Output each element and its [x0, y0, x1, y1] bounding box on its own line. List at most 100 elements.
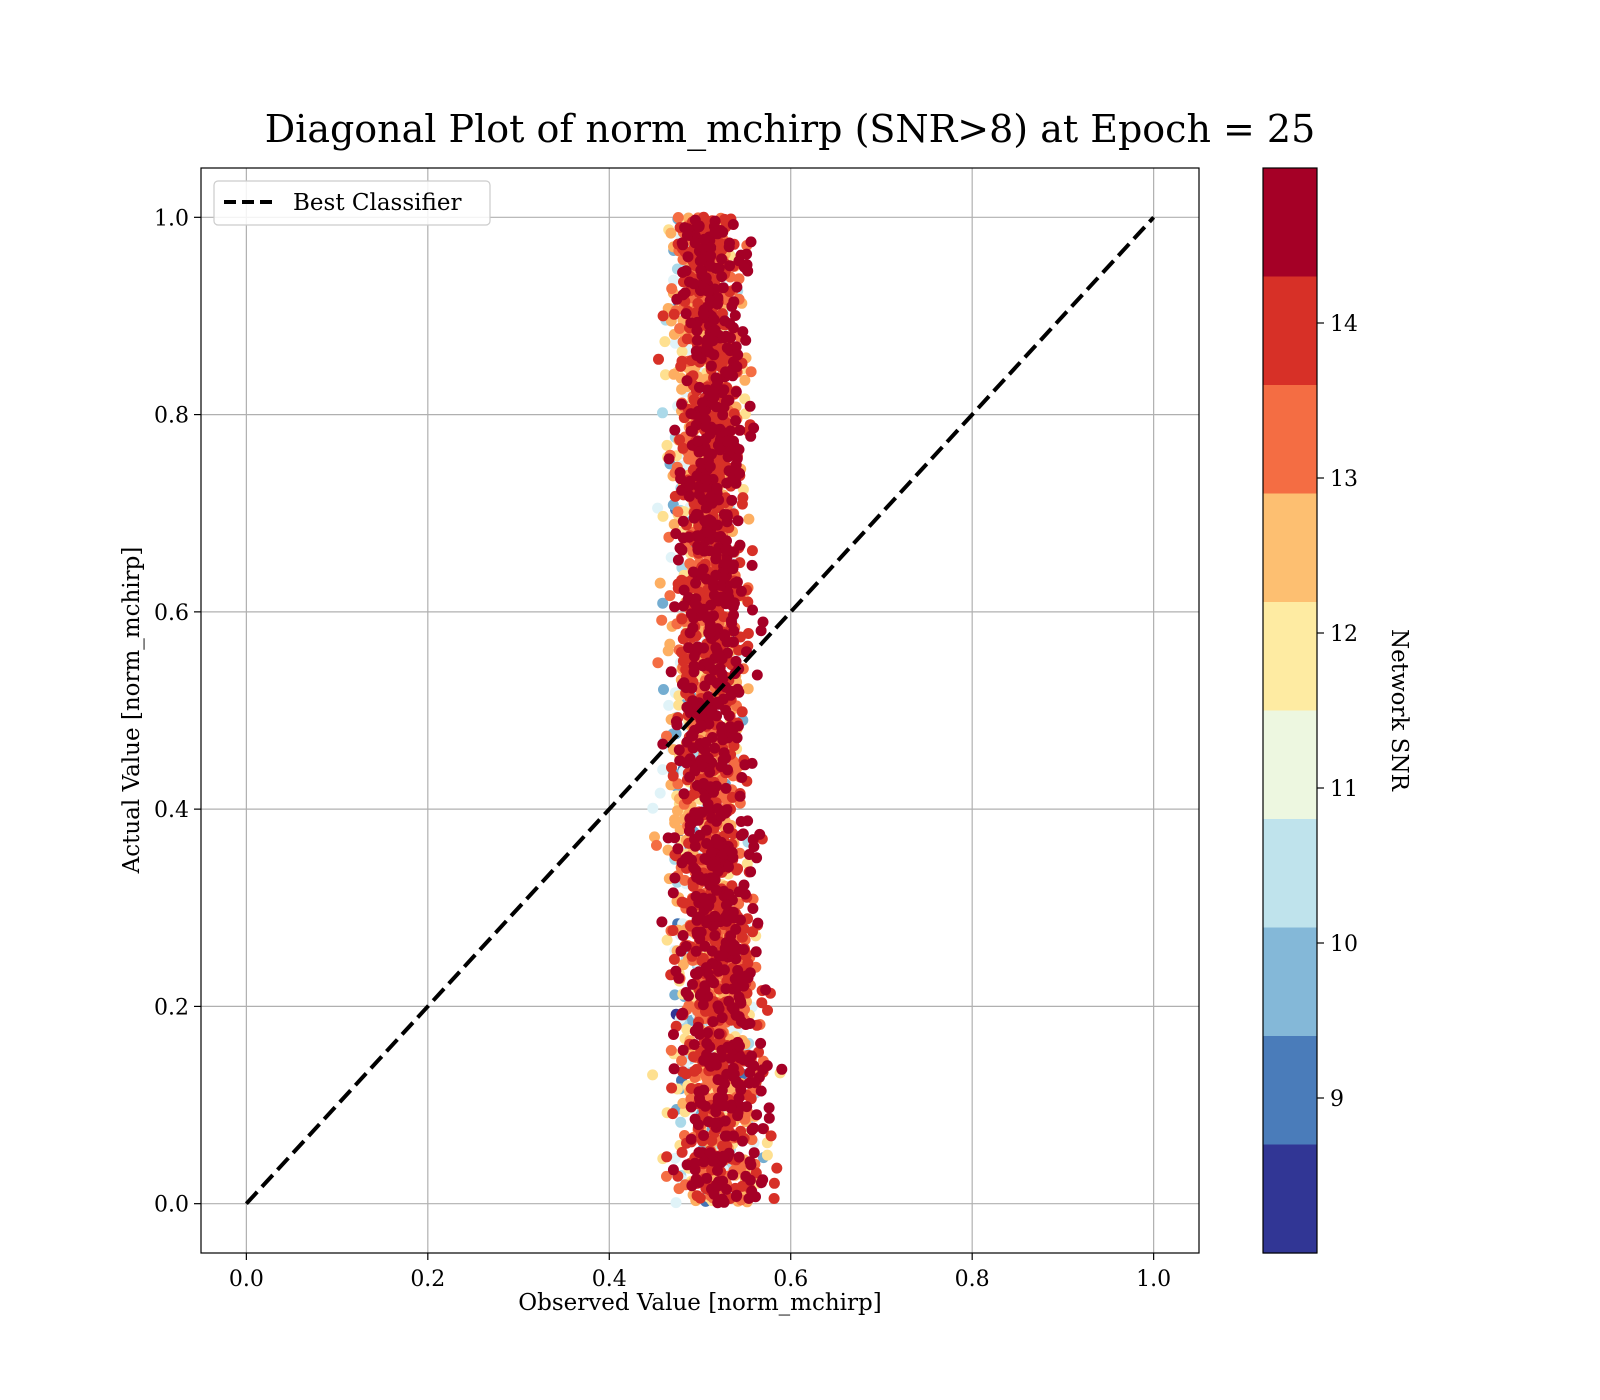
scatter-point: [720, 330, 732, 342]
scatter-point: [731, 361, 743, 373]
scatter-point: [750, 1167, 762, 1179]
scatter-point: [737, 492, 749, 504]
legend-box: [213, 180, 491, 226]
scatter-point: [735, 585, 747, 597]
scatter-point: [726, 880, 738, 892]
scatter-point: [691, 601, 703, 612]
scatter-point: [653, 353, 664, 365]
scatter-point: [735, 1084, 747, 1096]
scatter-point: [680, 987, 692, 998]
scatter-point: [676, 398, 688, 410]
scatter-point: [686, 906, 698, 917]
scatter-point: [677, 1044, 689, 1056]
scatter-point: [685, 1101, 697, 1113]
scatter-point: [672, 554, 684, 566]
scatter-point: [702, 752, 714, 764]
scatter-point: [716, 668, 728, 680]
scatter-point: [685, 608, 697, 620]
colorbar-segment: [1263, 1036, 1317, 1146]
scatter-point: [754, 828, 766, 840]
colorbar-ticks: 9 10 11 12 13 14: [1317, 312, 1358, 1112]
scatter-point: [700, 414, 712, 426]
scatter-point: [666, 283, 678, 295]
scatter-point: [750, 946, 762, 958]
scatter-point: [756, 997, 768, 1009]
x-tick-label: 1.0: [1136, 1267, 1171, 1292]
scatter-point: [663, 453, 675, 465]
scatter-point: [676, 1055, 688, 1067]
x-axis-ticks: 0.0 0.2 0.4 0.6 0.8 1.0: [229, 1253, 1171, 1292]
scatter-point: [704, 766, 716, 778]
scatter-point: [689, 1025, 701, 1037]
scatter-point: [748, 1122, 760, 1134]
scatter-point: [732, 515, 744, 527]
scatter-point: [763, 1102, 775, 1114]
scatter-point: [762, 1004, 773, 1016]
scatter-point: [710, 642, 722, 654]
scatter-point: [727, 1169, 739, 1181]
scatter-point: [722, 764, 733, 776]
scatter-point: [685, 408, 697, 420]
scatter-point: [693, 871, 705, 883]
scatter-point: [688, 394, 700, 406]
colorbar-segment: [1263, 819, 1317, 929]
colorbar-segment: [1263, 602, 1317, 712]
scatter-point: [672, 212, 684, 223]
scatter-point: [722, 435, 733, 447]
scatter-point: [691, 508, 702, 520]
scatter-point: [667, 770, 679, 782]
scatter-point: [699, 792, 711, 804]
scatter-point: [657, 764, 669, 776]
scatter-point: [698, 642, 710, 654]
scatter-point: [693, 1147, 705, 1158]
scatter-point: [668, 368, 680, 380]
scatter-point: [677, 959, 689, 971]
scatter-point: [695, 264, 707, 276]
scatter-point: [744, 400, 756, 412]
scatter-point: [693, 481, 705, 493]
scatter-point: [647, 1069, 659, 1081]
scatter-point: [670, 1197, 682, 1209]
scatter-point: [676, 544, 688, 556]
scatter-point: [676, 896, 688, 908]
scatter-point: [698, 233, 710, 245]
scatter-point: [669, 872, 681, 884]
scatter-point: [672, 506, 684, 518]
scatter-point: [674, 323, 686, 334]
scatter-point: [722, 822, 734, 834]
scatter-point: [737, 326, 749, 338]
colorbar-segment: [1263, 927, 1317, 1037]
colorbar-frame: [1262, 167, 1318, 1254]
scatter-point: [697, 999, 709, 1011]
scatter-point: [720, 782, 732, 794]
scatter-point: [745, 236, 757, 248]
scatter-point: [681, 229, 693, 241]
scatter-point: [684, 771, 696, 783]
scatter-point: [651, 839, 662, 851]
scatter-point: [717, 1175, 729, 1187]
scatter-point: [654, 787, 666, 799]
scatter-point: [677, 600, 689, 612]
scatter-point: [669, 601, 681, 613]
scatter-point: [716, 1012, 728, 1024]
scatter-point: [649, 831, 660, 843]
scatter-point: [707, 1155, 719, 1167]
colorbar-segment: [1263, 385, 1317, 495]
plot-frame: [200, 167, 1200, 1254]
x-tick-label: 0.2: [410, 1267, 445, 1292]
scatter-point: [734, 424, 746, 436]
scatter-point: [676, 1009, 688, 1021]
scatter-point: [713, 650, 725, 662]
scatter-point: [742, 683, 754, 695]
colorbar-tick-label: 12: [1330, 622, 1358, 647]
scatter-point: [676, 1146, 688, 1158]
scatter-point: [693, 1176, 705, 1188]
scatter-point: [740, 334, 752, 346]
scatter-point: [661, 1170, 672, 1182]
scatter-point: [706, 448, 717, 460]
scatter-point: [712, 1000, 724, 1012]
scatter-point: [765, 1130, 777, 1142]
legend-label: Best Classifier: [293, 190, 461, 216]
scatter-point: [708, 349, 720, 361]
scatter-point: [709, 874, 721, 886]
